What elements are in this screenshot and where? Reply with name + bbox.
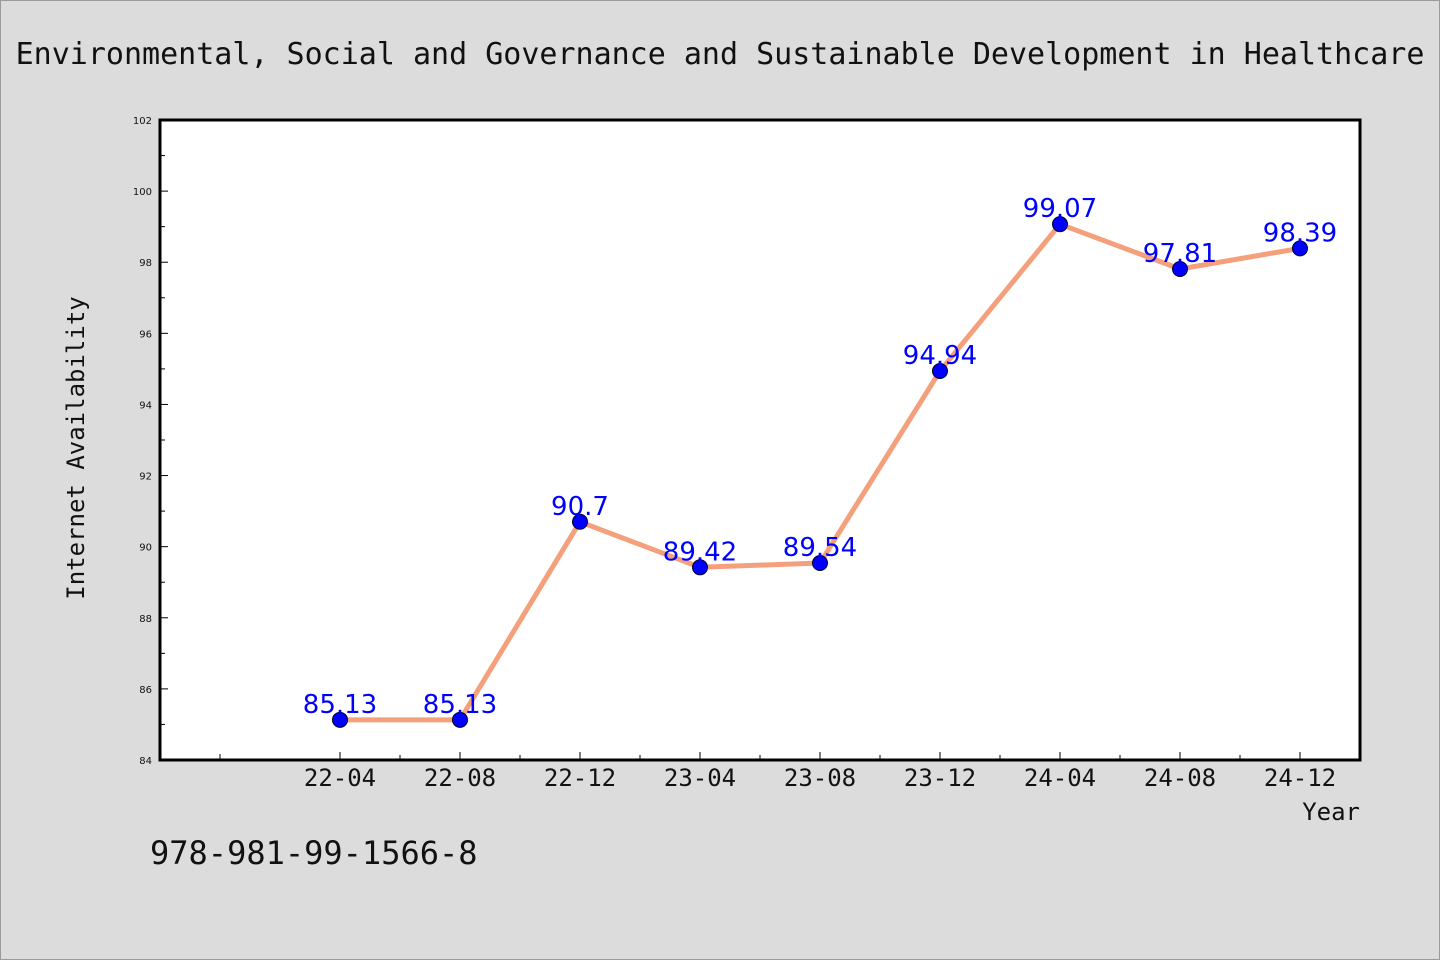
data-label: 94.94 (903, 341, 977, 371)
series-layer (332, 216, 1308, 728)
y-tick-label: 88 (139, 614, 152, 625)
data-label: 98.39 (1263, 218, 1337, 248)
y-tick-label: 94 (139, 400, 152, 411)
data-label: 89.42 (663, 537, 737, 567)
y-axis-ticks: 84 86 88 90 92 94 96 98 100 102 (133, 116, 168, 767)
y-tick-label: 90 (139, 543, 152, 554)
x-tick-label: 23-12 (904, 764, 976, 792)
data-label: 99.07 (1023, 194, 1097, 224)
y-tick-label: 100 (133, 187, 152, 198)
data-label-layer: 85.13 85.13 90.7 89.42 89.54 94.94 99.07 97.81 9… (303, 194, 1337, 720)
x-tick-label: 24-04 (1024, 764, 1096, 792)
data-point (692, 559, 708, 576)
x-tick-label: 24-12 (1264, 764, 1336, 792)
data-point (932, 363, 948, 380)
data-point (1172, 260, 1188, 277)
isbn-footer: 978-981-99-1566-8 (150, 834, 478, 872)
x-tick-label: 22-08 (424, 764, 496, 792)
y-tick-label: 92 (139, 472, 152, 483)
x-tick-label: 23-08 (784, 764, 856, 792)
chart-title: Environmental, Social and Governance and… (16, 37, 1425, 72)
y-axis-label: Internet Availability (62, 296, 90, 599)
data-point (1052, 216, 1068, 233)
data-label: 85.13 (423, 690, 497, 720)
x-axis-ticks: 22-04 22-08 22-12 23-04 23-08 23-12 24-04 24-08… (219, 752, 1336, 792)
data-label: 85.13 (303, 690, 377, 720)
x-tick-label: 22-12 (544, 764, 616, 792)
data-point (452, 711, 468, 728)
x-tick-label: 24-08 (1144, 764, 1216, 792)
y-tick-label: 98 (139, 258, 152, 269)
x-tick-label: 23-04 (664, 764, 736, 792)
plot-area (158, 118, 1362, 762)
data-label: 90.7 (551, 492, 609, 522)
data-point (572, 513, 588, 530)
data-point (812, 555, 828, 572)
y-tick-label: 86 (139, 685, 152, 696)
data-label: 89.54 (783, 533, 857, 563)
x-tick-label: 22-04 (304, 764, 376, 792)
y-tick-label: 84 (139, 756, 152, 767)
x-axis-label: Year (1302, 798, 1360, 826)
data-point (1292, 240, 1308, 257)
y-tick-label: 96 (139, 329, 152, 340)
data-label: 97.81 (1143, 239, 1217, 269)
y-tick-label: 102 (133, 116, 152, 127)
data-point (332, 711, 348, 728)
